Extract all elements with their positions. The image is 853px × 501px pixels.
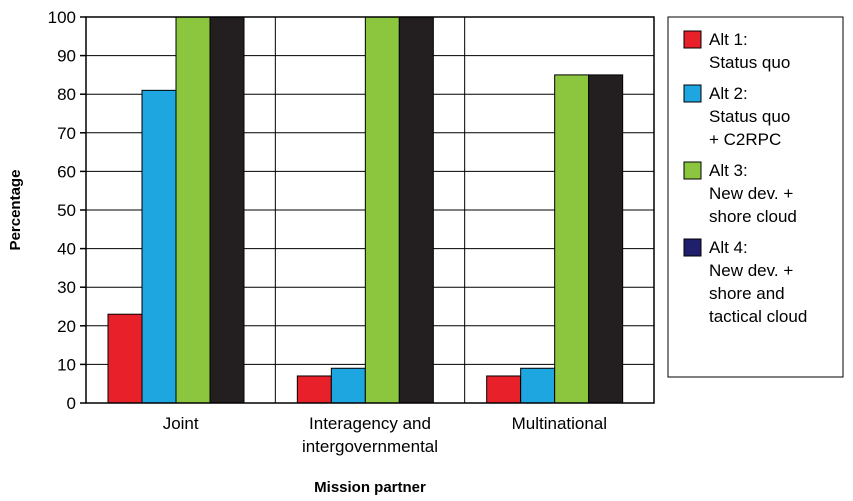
y-tick-label: 10 [57,355,76,374]
legend-label: Status quo [709,107,790,126]
legend-label: shore and [709,284,785,303]
legend-label: Alt 3: [709,161,748,180]
legend-swatch [683,238,702,257]
y-axis-ticks: 0 10 20 30 40 50 60 70 80 90 100 [48,8,86,413]
x-category-label: Multinational [512,414,607,433]
legend-label: tactical cloud [709,307,807,326]
legend-swatch [683,161,702,180]
bar [175,16,211,404]
legend: Alt 1: Status quo Alt 2: Status quo + C2RPC A… [667,16,844,378]
y-tick-label: 40 [57,240,76,259]
legend-swatch [683,30,702,49]
bar [330,367,366,404]
bar [107,313,143,404]
y-tick-label: 30 [57,278,76,297]
bar [588,74,624,404]
legend-label: Alt 4: [709,238,748,257]
y-tick-label: 100 [48,8,76,27]
bar [364,16,400,404]
legend-label: shore cloud [709,207,797,226]
y-tick-label: 60 [57,162,76,181]
bar [296,375,332,404]
legend-label: New dev. + [709,261,793,280]
legend-box [667,16,844,378]
legend-label: Alt 2: [709,84,748,103]
x-category-label: intergovernmental [302,437,438,456]
legend-label: Alt 1: [709,30,748,49]
y-tick-label: 90 [57,47,76,66]
bar [398,16,434,404]
y-tick-label: 80 [57,85,76,104]
y-tick-label: 0 [67,394,76,413]
bar [486,375,522,404]
legend-swatch [683,84,702,103]
bar [520,367,556,404]
x-category-label: Interagency and [309,414,431,433]
legend-label: New dev. + [709,184,793,203]
x-axis-title: Mission partner [314,479,426,496]
y-tick-label: 20 [57,317,76,336]
y-tick-label: 70 [57,124,76,143]
bar [209,16,245,404]
bar [141,89,177,404]
legend-label: Status quo [709,53,790,72]
y-tick-label: 50 [57,201,76,220]
bar [554,74,590,404]
x-category-label: Joint [163,414,199,433]
y-axis-title: Percentage [7,170,24,251]
x-axis-categories: Joint Interagency and intergovernmental Mul… [163,414,607,456]
legend-label: + C2RPC [709,130,781,149]
